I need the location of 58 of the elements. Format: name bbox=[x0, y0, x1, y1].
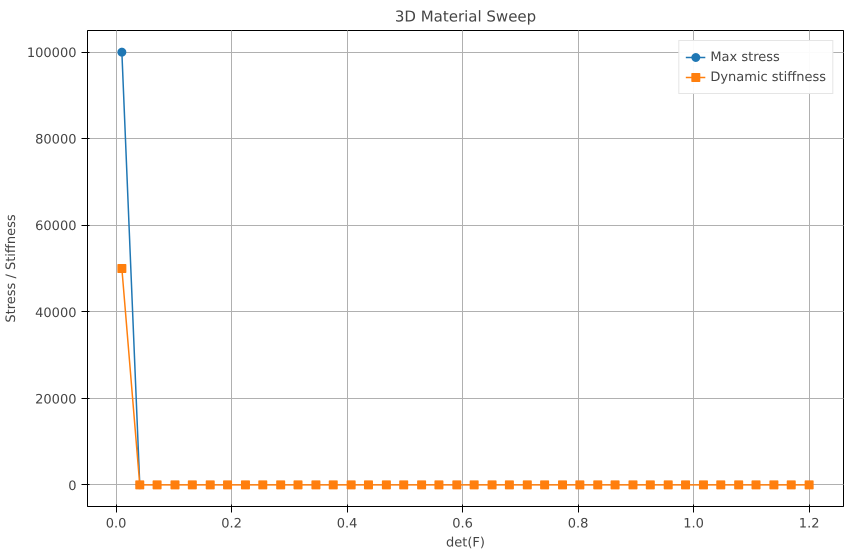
point bbox=[628, 480, 638, 490]
point bbox=[117, 48, 126, 57]
point bbox=[382, 480, 391, 490]
point bbox=[399, 480, 408, 490]
point bbox=[258, 480, 268, 490]
x-tick-label: 0.2 bbox=[221, 516, 242, 532]
point bbox=[646, 480, 655, 490]
point bbox=[188, 480, 197, 490]
point bbox=[152, 480, 162, 490]
legend-label: Dynamic stiffness bbox=[710, 70, 826, 84]
x-tick-label: 1.2 bbox=[798, 516, 820, 532]
point bbox=[558, 480, 568, 490]
x-tick-label: 0.8 bbox=[568, 516, 588, 532]
chart-title: 3D Material Sweep bbox=[394, 8, 536, 26]
point bbox=[752, 480, 761, 490]
legend-label: Max stress bbox=[710, 50, 780, 64]
x-tick-label: 1.0 bbox=[683, 516, 704, 532]
point bbox=[540, 480, 550, 490]
point bbox=[769, 480, 778, 490]
point bbox=[804, 480, 814, 490]
y-tick-label: 100000 bbox=[26, 46, 77, 62]
y-tick-label: 40000 bbox=[35, 306, 77, 321]
y-tick-label: 0 bbox=[68, 478, 77, 494]
y-tick-label: 60000 bbox=[35, 219, 77, 234]
point bbox=[786, 480, 796, 490]
point bbox=[364, 480, 373, 490]
point bbox=[716, 480, 726, 490]
point bbox=[417, 480, 426, 490]
y-tick-label: 80000 bbox=[35, 132, 77, 148]
point bbox=[522, 480, 532, 490]
x-axis-title: det(F) bbox=[446, 536, 485, 550]
point bbox=[681, 480, 690, 490]
point bbox=[452, 480, 462, 490]
point bbox=[117, 264, 126, 273]
point bbox=[575, 480, 584, 490]
point bbox=[734, 480, 744, 490]
point bbox=[504, 480, 514, 490]
point bbox=[346, 480, 356, 490]
point bbox=[593, 480, 602, 490]
point bbox=[488, 480, 497, 490]
point bbox=[328, 480, 338, 490]
y-tick-label: 20000 bbox=[35, 392, 77, 408]
x-tick-label: 0.0 bbox=[106, 516, 126, 532]
point bbox=[223, 480, 232, 490]
point bbox=[610, 480, 620, 490]
point bbox=[276, 480, 286, 490]
point bbox=[434, 480, 444, 490]
point bbox=[698, 480, 708, 490]
point bbox=[470, 480, 479, 490]
point bbox=[664, 480, 673, 490]
point bbox=[240, 480, 250, 490]
point bbox=[170, 480, 180, 490]
point bbox=[311, 480, 320, 490]
point bbox=[206, 480, 215, 490]
x-tick-label: 0.6 bbox=[452, 516, 473, 532]
point bbox=[294, 480, 303, 490]
x-tick-label: 0.4 bbox=[336, 516, 358, 532]
y-axis-title: Stress / Stiffness bbox=[4, 214, 19, 323]
